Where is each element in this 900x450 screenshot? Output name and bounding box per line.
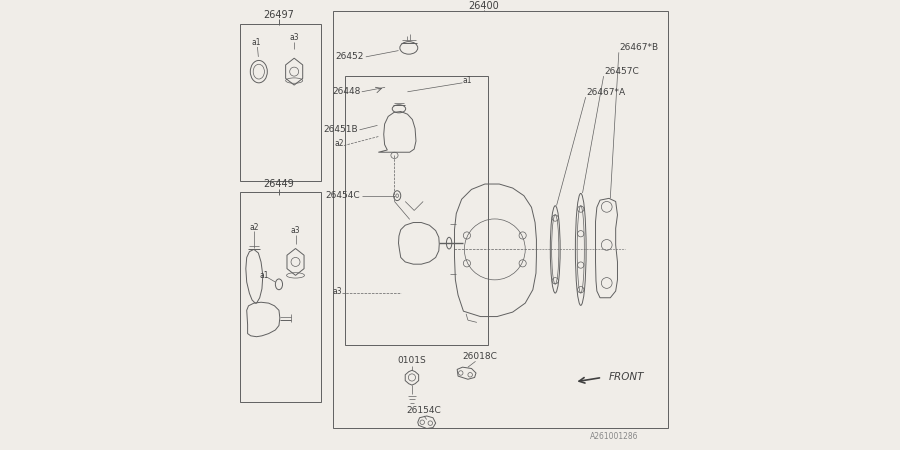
Text: 26154C: 26154C <box>407 406 441 415</box>
Bar <box>239 192 321 402</box>
Text: A261001286: A261001286 <box>590 432 638 441</box>
Text: 26457C: 26457C <box>605 67 639 76</box>
Text: a2: a2 <box>335 139 344 148</box>
Text: 26451B: 26451B <box>324 126 358 135</box>
Bar <box>239 24 321 181</box>
Text: a3: a3 <box>290 33 299 42</box>
Text: FRONT: FRONT <box>609 373 644 382</box>
Text: 26467*A: 26467*A <box>587 88 626 97</box>
Text: 26452: 26452 <box>336 52 364 61</box>
Ellipse shape <box>575 194 586 306</box>
Text: 0101S: 0101S <box>398 356 427 365</box>
Text: 26018C: 26018C <box>463 352 498 361</box>
Text: a3: a3 <box>291 226 301 235</box>
Text: 26454C: 26454C <box>326 191 360 200</box>
Text: 26449: 26449 <box>264 180 294 189</box>
Bar <box>345 76 488 345</box>
Bar <box>333 11 668 427</box>
Text: 26497: 26497 <box>264 10 294 20</box>
Text: 26400: 26400 <box>468 1 499 11</box>
Ellipse shape <box>253 64 265 79</box>
Text: 26467*B: 26467*B <box>619 43 659 52</box>
Text: a3: a3 <box>332 287 342 296</box>
Text: 26448: 26448 <box>332 87 360 96</box>
Text: a1: a1 <box>259 271 269 280</box>
Text: a1: a1 <box>252 38 261 47</box>
Text: a2: a2 <box>249 222 258 231</box>
Text: a1: a1 <box>463 76 472 85</box>
Ellipse shape <box>550 206 560 293</box>
